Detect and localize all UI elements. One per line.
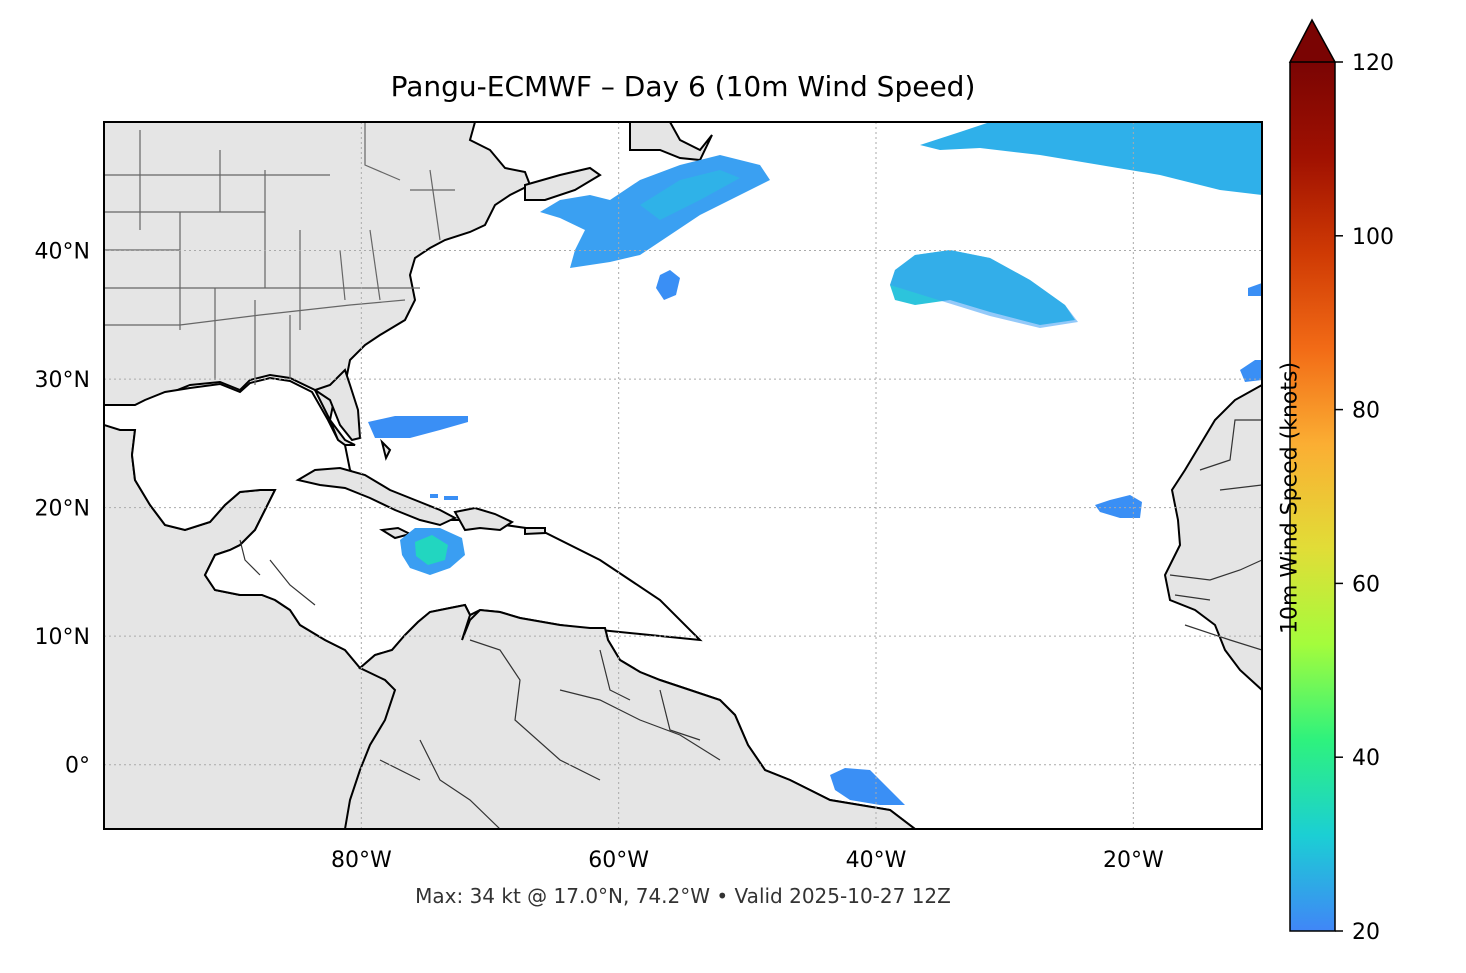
newfoundland bbox=[629, 122, 713, 162]
wind-area-small-40w bbox=[656, 270, 680, 300]
gridlines bbox=[104, 122, 1262, 829]
colorbar-extend-arrow bbox=[1288, 18, 1337, 63]
south-america-land bbox=[343, 603, 917, 829]
colorbar-gradient bbox=[1290, 62, 1335, 931]
colorbar-tick-label: 80 bbox=[1352, 399, 1380, 424]
map-title: Pangu-ECMWF – Day 6 (10m Wind Speed) bbox=[390, 70, 976, 103]
lat-tick-label: 30°N bbox=[35, 368, 90, 393]
country-borders bbox=[239, 419, 1262, 829]
lat-tick-label: 10°N bbox=[35, 625, 90, 650]
africa-land bbox=[1163, 383, 1262, 692]
map-frame bbox=[103, 121, 1263, 830]
map-footer: Max: 34 kt @ 17.0°N, 74.2°W • Valid 2025… bbox=[415, 884, 951, 908]
colorbar-frame bbox=[1289, 62, 1336, 932]
wind-area-bahamas bbox=[368, 416, 468, 438]
wind-area-east-atlantic-20n bbox=[1095, 495, 1142, 518]
colorbar-tick-label: 100 bbox=[1352, 225, 1394, 250]
wind-area-bahamas-small bbox=[430, 494, 458, 500]
nova-scotia bbox=[524, 166, 602, 201]
map-area bbox=[104, 122, 1262, 829]
lat-tick-label: 20°N bbox=[35, 497, 90, 522]
lon-tick-label: 40°W bbox=[846, 848, 907, 873]
wind-area-ne-atlantic bbox=[920, 122, 1262, 195]
lon-tick-label: 60°W bbox=[588, 848, 649, 873]
state-borders bbox=[104, 122, 455, 385]
lon-ticks: 80°W 60°W 40°W 20°W bbox=[331, 848, 1164, 873]
colorbar-tick-label: 120 bbox=[1352, 51, 1394, 76]
wind-area-central-atlantic-edge bbox=[890, 250, 1078, 328]
lat-ticks: 40°N 30°N 20°N 10°N 0° bbox=[35, 240, 90, 779]
colorbar-tick-label: 40 bbox=[1352, 746, 1380, 771]
lat-tick-label: 0° bbox=[65, 754, 90, 779]
colorbar-tick-label: 60 bbox=[1352, 572, 1380, 597]
puerto-rico bbox=[524, 527, 546, 536]
colorbar-ticks: 20 40 60 80 100 120 bbox=[1335, 51, 1394, 945]
lon-tick-label: 20°W bbox=[1103, 848, 1164, 873]
wind-areas bbox=[368, 122, 1262, 805]
wind-area-caribbean-core bbox=[415, 535, 448, 565]
cuba bbox=[295, 466, 458, 527]
florida bbox=[312, 368, 362, 442]
wind-area-equatorial bbox=[830, 768, 905, 805]
colorbar-label: 10m Wind Speed (knots) bbox=[1277, 361, 1303, 635]
lon-tick-label: 80°W bbox=[331, 848, 392, 873]
wind-area-nw-atlantic-core bbox=[640, 170, 740, 220]
colorbar-tick-label: 20 bbox=[1352, 920, 1380, 945]
colorbar: 20 40 60 80 100 120 bbox=[1288, 18, 1394, 945]
lat-tick-label: 40°N bbox=[35, 240, 90, 265]
wind-area-east-atlantic-30n bbox=[1240, 360, 1262, 382]
wind-area-east-atlantic-37n bbox=[1248, 283, 1262, 296]
hispaniola bbox=[453, 506, 515, 532]
